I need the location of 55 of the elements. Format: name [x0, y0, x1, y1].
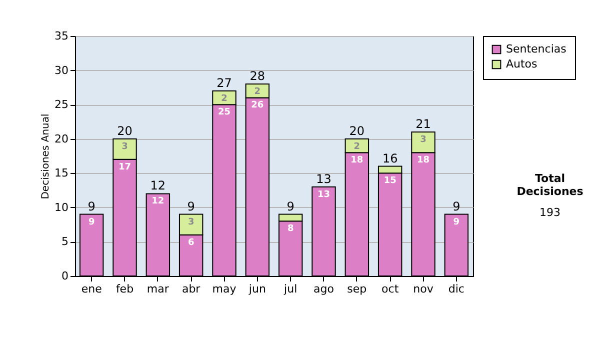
y-tick-label: 5 [62, 235, 68, 248]
data-label: 25 [218, 108, 231, 118]
data-label: 13 [317, 190, 330, 200]
legend-label: Sentencias [506, 42, 567, 56]
total-label: 28 [250, 69, 266, 83]
x-tick-label: may [212, 282, 237, 296]
total-label: 13 [316, 172, 332, 186]
total-label: 20 [349, 124, 365, 138]
x-tick-label: feb [116, 282, 134, 296]
y-tick-label: 15 [54, 166, 68, 180]
data-label: 8 [287, 224, 294, 234]
x-tick-label: oct [382, 282, 400, 296]
x-tick-label: ene [81, 282, 102, 296]
y-tick-label: 30 [54, 64, 68, 77]
y-tick-label: 35 [54, 30, 68, 42]
x-tick-label: abr [182, 282, 201, 296]
total-label: 21 [416, 117, 431, 131]
y-tick-label: 0 [62, 270, 68, 282]
data-label: 3 [420, 135, 426, 145]
text: Total Decisiones [516, 172, 584, 198]
data-label: 2 [254, 87, 261, 97]
data-label: 2 [221, 94, 228, 104]
data-label: 6 [188, 238, 194, 248]
total-label: 9 [286, 199, 294, 214]
data-label: 18 [416, 156, 430, 166]
data-label: 2 [354, 142, 360, 152]
data-label: 12 [152, 196, 164, 207]
x-tick-label: ago [314, 282, 334, 296]
data-label: 17 [118, 162, 132, 172]
y-tick-label: 20 [54, 132, 68, 146]
legend-label: Autos [506, 58, 538, 70]
data-label: 9 [453, 217, 460, 228]
data-label: 9 [88, 217, 95, 228]
data-label: 26 [251, 100, 264, 111]
y-axis-title: Decisiones Anual [40, 114, 52, 200]
y-tick-label: 25 [54, 98, 68, 112]
total-label: 9 [88, 199, 96, 214]
total-label: 9 [452, 199, 460, 214]
text: 193 [538, 206, 562, 219]
x-tick-label: jul [283, 282, 298, 296]
total-label: 20 [117, 124, 132, 138]
y-tick-label: 10 [54, 200, 68, 214]
data-label: 3 [122, 142, 128, 152]
total-label: 12 [150, 178, 166, 193]
data-label: 18 [350, 156, 364, 166]
x-tick-label: jun [248, 282, 266, 296]
x-tick-label: sep [347, 282, 367, 296]
total-label: 9 [187, 199, 195, 214]
total-label: 16 [382, 151, 398, 166]
x-tick-label: mar [146, 282, 170, 296]
data-label: 3 [188, 217, 194, 228]
x-tick-label: nov [413, 282, 434, 296]
data-label: 15 [384, 176, 396, 186]
x-tick-label: dic [448, 282, 464, 296]
total-label: 27 [216, 76, 232, 90]
